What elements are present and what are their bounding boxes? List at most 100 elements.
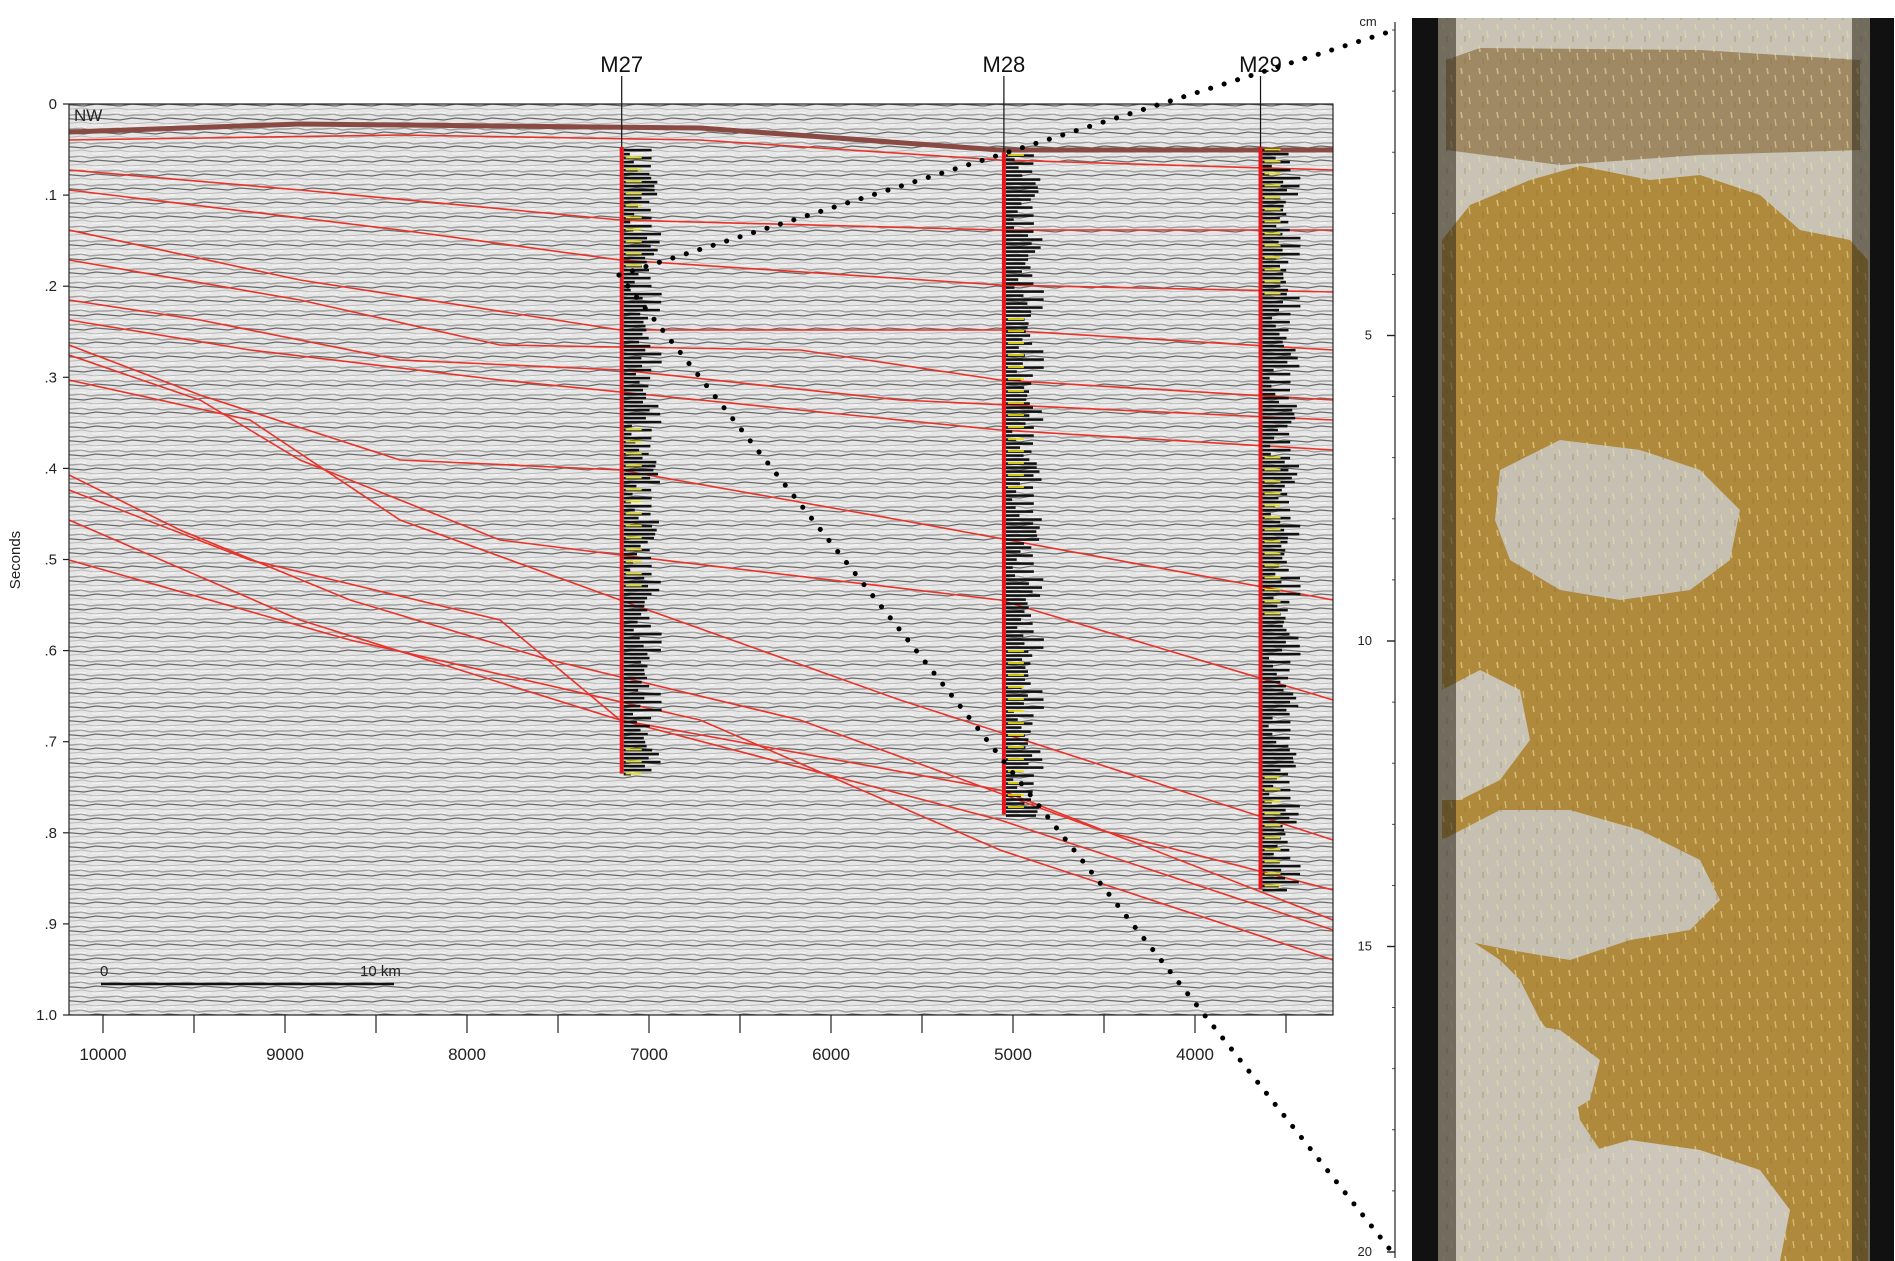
well-log-marker <box>1007 390 1024 392</box>
well-log-marker <box>1264 196 1281 199</box>
well-log-bar <box>1005 562 1034 565</box>
well-log-bar <box>1005 766 1044 769</box>
well-log-bar <box>623 480 660 484</box>
well-log-bar <box>623 624 651 628</box>
well-log-bar <box>1262 260 1289 264</box>
well-log-bar <box>1262 580 1282 584</box>
well-log-marker <box>1264 812 1281 815</box>
well-log-bar <box>1262 448 1291 452</box>
well-log-bar <box>1005 618 1022 621</box>
well-log-bar <box>1262 656 1270 660</box>
well-log-bar <box>1005 626 1018 629</box>
well-log-bar <box>623 592 652 596</box>
well-log-marker <box>625 512 642 515</box>
well-log-bar <box>1262 380 1291 384</box>
well-log-bar <box>1262 332 1280 336</box>
well-log-marker <box>1264 148 1281 151</box>
well-log-bar <box>1005 762 1029 765</box>
horizon-line <box>69 474 1333 891</box>
well-log-bar <box>1262 728 1291 732</box>
well-log-marker <box>1264 836 1281 839</box>
well-log-bar <box>623 744 647 748</box>
well-log-bar <box>1262 852 1274 856</box>
well-log-bar <box>1262 432 1290 436</box>
well-log-bar <box>1005 286 1015 289</box>
well-log-bar <box>1262 408 1293 412</box>
well-log-bar <box>623 672 645 676</box>
well-log-bar <box>1005 482 1020 485</box>
well-log-bar <box>1005 814 1036 817</box>
well-log-bar <box>623 728 641 732</box>
well-log-bar <box>623 360 662 364</box>
well-log-marker <box>1007 318 1024 320</box>
well-log-bar <box>1005 158 1015 161</box>
well-log-marker <box>1264 872 1281 875</box>
well-log-bar <box>1262 576 1300 580</box>
well-log-marker <box>625 192 642 195</box>
well-log-bar <box>1005 602 1028 605</box>
well-log-bar <box>1262 808 1286 812</box>
well-log-bar <box>623 508 635 512</box>
well-log-marker <box>1007 330 1024 332</box>
well-log-marker <box>1007 366 1024 368</box>
well-log-bar <box>623 716 652 720</box>
well-log-bar <box>1005 422 1026 425</box>
scalebar-start-label: 0 <box>100 963 108 980</box>
well-log-bar <box>623 172 650 176</box>
well-log-bar <box>1262 680 1281 684</box>
well-log-bar <box>1262 692 1294 696</box>
well-log-bar <box>623 496 652 500</box>
well-log-bar <box>1005 730 1031 733</box>
well-log-marker <box>625 476 642 479</box>
well-log-marker <box>1264 564 1281 567</box>
well-log-bar <box>1005 518 1042 521</box>
well-log-bar <box>623 540 648 544</box>
well-log-bar <box>1005 506 1016 509</box>
well-log-bar <box>623 588 660 592</box>
well-log-bar <box>1005 654 1033 657</box>
well-log-bar <box>1005 178 1041 181</box>
well-log-bar <box>1005 530 1037 533</box>
well-log-bar <box>1005 346 1019 349</box>
well-log-bar <box>1262 652 1301 656</box>
well-log-bar <box>1262 224 1277 228</box>
well-log-bar <box>623 444 651 448</box>
well-log-marker <box>625 464 642 467</box>
well-log-bar <box>1005 234 1028 237</box>
well-log-bar <box>1005 582 1029 585</box>
well-log-marker <box>1007 722 1024 724</box>
well-log-bar <box>1262 204 1284 208</box>
well-log-bar <box>1005 810 1038 813</box>
well-log-bar <box>1262 168 1291 172</box>
well-log-bar <box>1262 676 1289 680</box>
y-tick-label: .6 <box>44 643 57 660</box>
well-log-bar <box>1005 350 1044 353</box>
well-log-marker <box>625 536 642 539</box>
well-log-bar <box>1262 276 1284 280</box>
well-log-bar <box>623 176 652 180</box>
well-log-marker <box>1264 208 1281 211</box>
well-log-bar <box>623 304 647 308</box>
well-log-bar <box>1262 792 1270 796</box>
well-log-bar <box>623 764 645 768</box>
x-tick-label: 8000 <box>448 1045 486 1064</box>
well-log-bar <box>1005 406 1033 409</box>
scalebar: 0 10 km <box>100 963 401 986</box>
well-log-bar <box>623 612 642 616</box>
y-tick-label: 0 <box>49 96 57 113</box>
core-photo <box>1412 18 1894 1261</box>
well-log-bar <box>1262 200 1286 204</box>
well-log-bar <box>1262 364 1300 368</box>
well-log-bar <box>1005 714 1034 717</box>
well-log-bar <box>623 236 648 240</box>
horizon-line <box>69 259 1333 401</box>
well-log-bar <box>1262 344 1284 348</box>
well-log-bar <box>1262 428 1278 432</box>
well-log-bar <box>623 756 649 760</box>
well-log-bar <box>1005 338 1023 341</box>
well-log-bar <box>623 348 646 352</box>
well-log-bar <box>1262 648 1283 652</box>
y-tick-label: .1 <box>44 187 57 204</box>
well-log-bar <box>1262 740 1277 744</box>
well-log-bar <box>623 292 662 296</box>
